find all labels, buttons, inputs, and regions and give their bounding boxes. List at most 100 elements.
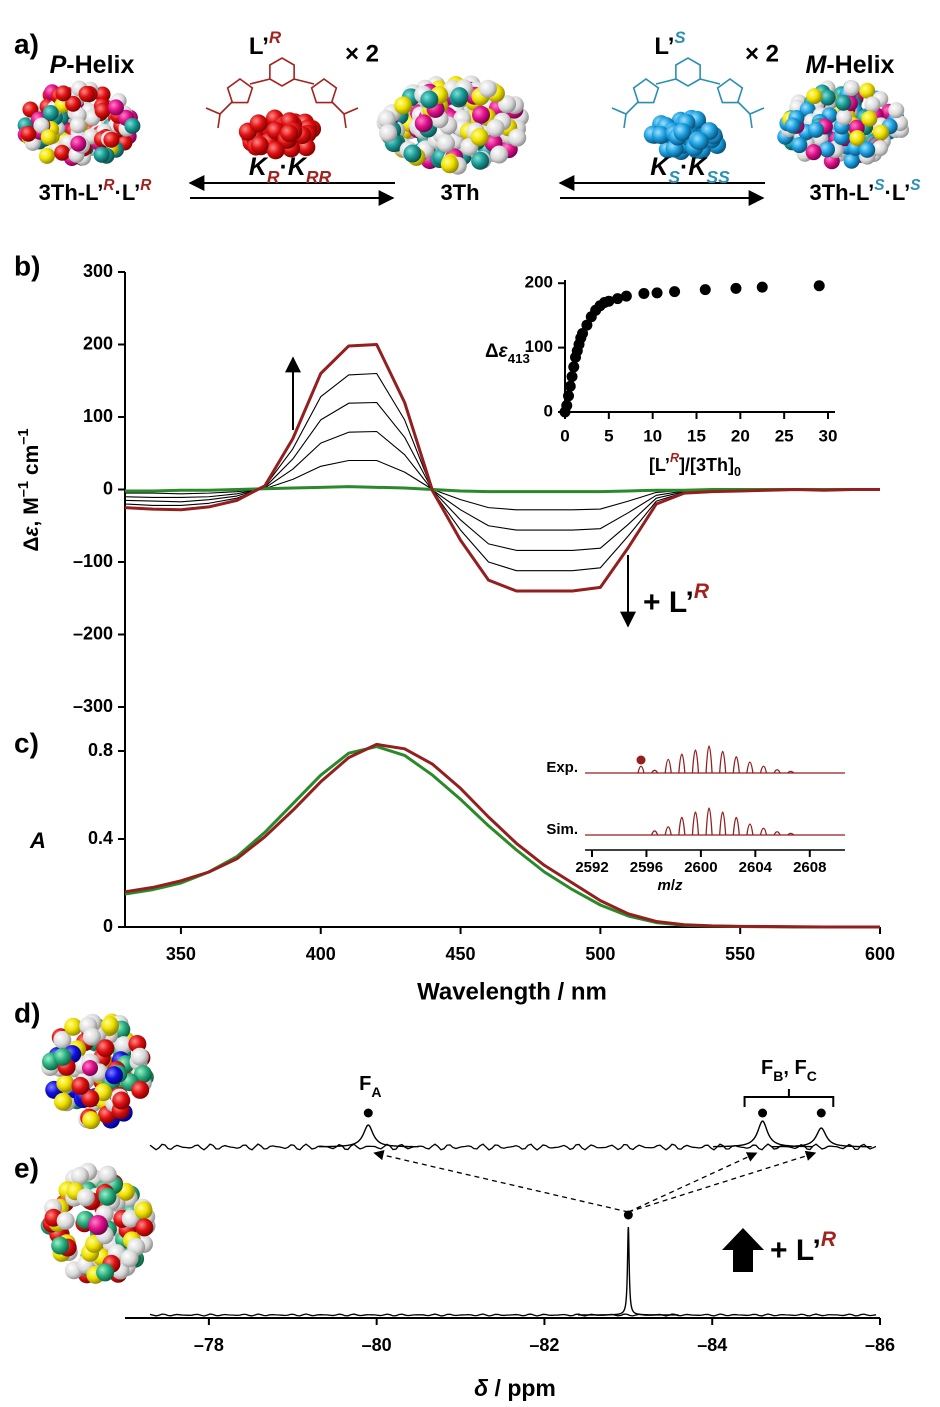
x-axis-label: m/z — [657, 877, 683, 894]
y-axis-label: A — [29, 828, 46, 853]
isotope-peak — [651, 769, 659, 774]
peak-label: FB, FC — [761, 1057, 817, 1083]
metal-center — [88, 1215, 108, 1235]
x-tick-label: 500 — [585, 944, 615, 964]
atom-sphere — [806, 88, 823, 105]
text-part: –1 — [16, 481, 32, 497]
atom-sphere — [82, 1027, 101, 1046]
atom-sphere — [51, 1236, 70, 1255]
text-part: K — [688, 153, 708, 181]
data-point — [638, 288, 650, 300]
isotope-peak — [759, 765, 768, 774]
isotope-peak — [705, 807, 713, 836]
atom-sphere — [377, 109, 396, 128]
atom-sphere — [94, 86, 111, 103]
atom-sphere — [836, 109, 853, 126]
text-part: + L’ — [643, 586, 694, 619]
text-part: A — [371, 1084, 381, 1100]
isotope-peak — [664, 758, 672, 774]
atom-sphere — [651, 126, 670, 145]
text-part: / ppm — [488, 1375, 556, 1401]
atom-sphere — [872, 124, 889, 141]
y-tick-label: 0 — [103, 916, 113, 936]
nmr-peak — [318, 1124, 419, 1148]
atom-sphere — [478, 79, 497, 98]
atom-sphere — [98, 1187, 117, 1206]
text-part: z — [674, 877, 683, 894]
atom-sphere — [414, 114, 433, 133]
data-line — [124, 430, 880, 531]
data-point — [564, 380, 576, 392]
atom-sphere — [70, 135, 87, 152]
isotope-peak — [787, 770, 795, 774]
atom-sphere — [420, 90, 439, 109]
text-part: 3Th-L’ — [810, 180, 875, 205]
atom-sphere — [105, 1066, 124, 1085]
atom-sphere — [65, 95, 82, 112]
x-tick-label: 550 — [725, 944, 755, 964]
text-part: K — [288, 153, 308, 181]
isotope-peak — [746, 823, 754, 836]
x-axis-label: Wavelength / nm — [417, 978, 607, 1005]
atom-sphere — [280, 124, 299, 143]
text-part: L’ — [654, 33, 674, 60]
data-point — [620, 290, 632, 302]
x-tick-label: 2604 — [739, 859, 773, 876]
atom-sphere — [440, 155, 459, 174]
atom-sphere — [872, 140, 889, 157]
helix-title: M-Helix — [806, 51, 895, 79]
atom-sphere — [250, 135, 269, 154]
data-point — [561, 400, 573, 412]
atom-sphere — [93, 146, 110, 163]
nmr-peak — [578, 1226, 679, 1316]
atom-sphere — [843, 152, 860, 169]
atom-sphere — [55, 85, 72, 102]
text-part: ε — [20, 526, 43, 537]
atom-sphere — [120, 1249, 139, 1268]
text-part: R — [269, 28, 281, 47]
correlation-arrow — [373, 1150, 629, 1213]
text-part: S — [910, 177, 921, 194]
data-point — [563, 390, 575, 402]
oxazoline-ring — [310, 78, 338, 104]
x-tick-label: –80 — [362, 1335, 392, 1355]
atom-sphere — [53, 1047, 72, 1066]
text-part: + L’ — [770, 1234, 821, 1267]
x-tick-label: 350 — [166, 944, 196, 964]
atom-sphere — [53, 1030, 72, 1049]
peak-label: FA — [359, 1073, 381, 1099]
data-line — [125, 459, 880, 511]
bracket — [743, 1089, 835, 1107]
ligand-skeleton — [611, 57, 765, 129]
isopropyl — [331, 101, 359, 129]
y-axis-label: Δε413 — [485, 341, 530, 366]
multiplier: × 2 — [745, 40, 779, 67]
data-point — [756, 281, 768, 293]
data-point — [566, 371, 578, 383]
atom-sphere — [54, 144, 71, 161]
atom-sphere — [266, 141, 285, 160]
panel-label: b) — [14, 250, 40, 281]
text-part: K — [650, 153, 670, 181]
text-part: S — [668, 167, 680, 187]
y-tick-label: 100 — [83, 406, 113, 426]
bond — [249, 78, 271, 85]
isotope-peak — [637, 765, 645, 774]
text-part: SS — [706, 167, 730, 187]
atom-sphere — [133, 1065, 152, 1084]
atom-sphere — [131, 1080, 150, 1099]
atom-sphere — [864, 96, 881, 113]
isotope-peak — [732, 756, 740, 774]
annotation: + L’R — [770, 1228, 837, 1267]
atom-sphere — [403, 144, 422, 163]
correlation-arrow — [628, 1150, 817, 1213]
atom-sphere — [121, 1209, 140, 1228]
atom-sphere — [249, 114, 268, 133]
y-tick-label: 0.4 — [88, 828, 113, 848]
annotation: + L’R — [643, 580, 710, 619]
nmr-peak — [771, 1127, 872, 1148]
data-point — [730, 282, 742, 294]
ligand-name: L’S — [654, 28, 686, 60]
x-tick-label: 450 — [446, 944, 476, 964]
